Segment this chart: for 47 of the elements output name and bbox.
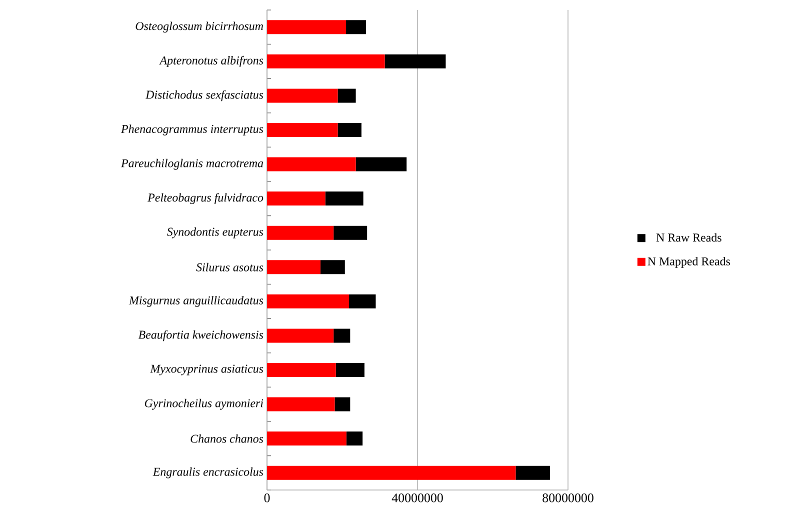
bar bbox=[267, 20, 346, 34]
y-tick-label: Pareuchiloglanis macrotrema bbox=[120, 158, 264, 170]
bar bbox=[346, 432, 363, 446]
x-tick-label: 80000000 bbox=[542, 494, 594, 502]
x-tick-label: 40000000 bbox=[392, 494, 443, 502]
bar bbox=[267, 328, 334, 343]
x-tick-label: 0 bbox=[264, 494, 270, 502]
y-tick-label: Silurus asotus bbox=[196, 262, 264, 272]
bar bbox=[334, 328, 350, 343]
bar bbox=[346, 20, 366, 34]
bar bbox=[267, 466, 516, 480]
bar bbox=[267, 362, 336, 377]
bar bbox=[516, 466, 550, 480]
y-tick-label: Pelteobagrus fulvidraco bbox=[148, 193, 264, 204]
y-tick-label: Osteoglossum bicirrhosum bbox=[136, 22, 263, 33]
bar bbox=[336, 362, 364, 377]
bar bbox=[267, 54, 385, 68]
bar bbox=[267, 432, 346, 446]
legend-label: N Mapped Reads bbox=[648, 256, 730, 268]
y-tick-label: Misgurnus anguillicaudatus bbox=[128, 296, 264, 307]
y-tick-label: Phenacogrammus interruptus bbox=[120, 124, 264, 136]
legend-label: N Raw Reads bbox=[656, 233, 722, 242]
bar bbox=[356, 157, 407, 172]
bar bbox=[267, 192, 326, 206]
y-tick-label: Gyrinocheilus aymonieri bbox=[144, 398, 264, 410]
y-tick-label: Chanos chanos bbox=[190, 434, 264, 443]
bar bbox=[267, 122, 338, 137]
bar bbox=[267, 260, 320, 274]
bar bbox=[325, 192, 364, 206]
bar bbox=[349, 294, 376, 308]
bar bbox=[267, 88, 338, 103]
bar bbox=[334, 397, 350, 412]
bar bbox=[267, 397, 335, 412]
y-tick-label: Engraulis encrasicolus bbox=[152, 467, 264, 478]
bar bbox=[338, 88, 356, 103]
y-tick-label: Apteronotus albifrons bbox=[159, 56, 264, 67]
bar bbox=[334, 226, 368, 240]
bar bbox=[267, 226, 334, 240]
y-tick-label: Synodontis eupterus bbox=[167, 227, 264, 238]
bar bbox=[267, 294, 350, 308]
bar bbox=[338, 122, 362, 137]
y-tick-label: Distichodus sexfasciatus bbox=[145, 90, 264, 102]
bar bbox=[267, 157, 356, 172]
y-tick-label: Beaufortia kweichowensis bbox=[138, 330, 264, 342]
y-tick-label: Myxocyprinus asiaticus bbox=[150, 364, 264, 376]
bar bbox=[320, 260, 345, 274]
bar bbox=[384, 54, 446, 68]
